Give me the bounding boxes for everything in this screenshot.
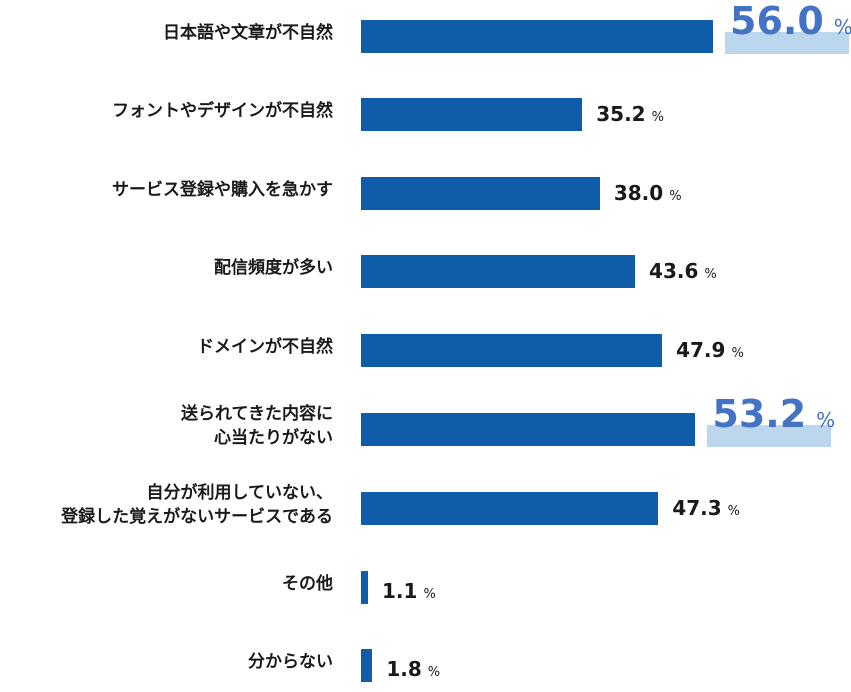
value-label: 56.0% bbox=[730, 0, 851, 43]
category-label: 配信頻度が多い bbox=[214, 258, 333, 278]
bar bbox=[361, 413, 696, 446]
bar bbox=[361, 649, 373, 682]
category-label: その他 bbox=[282, 574, 333, 594]
highlight-background bbox=[725, 32, 849, 54]
bar bbox=[361, 177, 600, 210]
value-label: 47.9% bbox=[676, 338, 744, 362]
bar bbox=[361, 255, 636, 288]
category-label: 日本語や文章が不自然 bbox=[163, 23, 333, 43]
category-label: フォントやデザインが不自然 bbox=[112, 101, 333, 121]
category-label: ドメインが不自然 bbox=[197, 337, 333, 357]
category-label: サービス登録や購入を急かす bbox=[112, 180, 333, 200]
value-label: 38.0% bbox=[613, 181, 682, 205]
value-label: 53.2% bbox=[712, 392, 836, 436]
bar bbox=[361, 334, 663, 367]
bar bbox=[361, 98, 583, 131]
category-label: 分からない bbox=[248, 652, 333, 672]
highlight-background bbox=[707, 425, 832, 447]
value-label: 35.2% bbox=[596, 102, 664, 126]
value-label: 43.6% bbox=[649, 259, 717, 283]
bar bbox=[361, 20, 713, 53]
value-label: 1.8% bbox=[386, 657, 441, 681]
bar bbox=[361, 571, 368, 604]
bar bbox=[361, 492, 659, 525]
value-label: 1.1% bbox=[382, 579, 436, 603]
category-label: 自分が利用していない、 登録した覚えがないサービスである bbox=[61, 483, 333, 527]
value-label: 47.3% bbox=[672, 496, 741, 520]
category-label: 送られてきた内容に 心当たりがない bbox=[181, 404, 333, 448]
